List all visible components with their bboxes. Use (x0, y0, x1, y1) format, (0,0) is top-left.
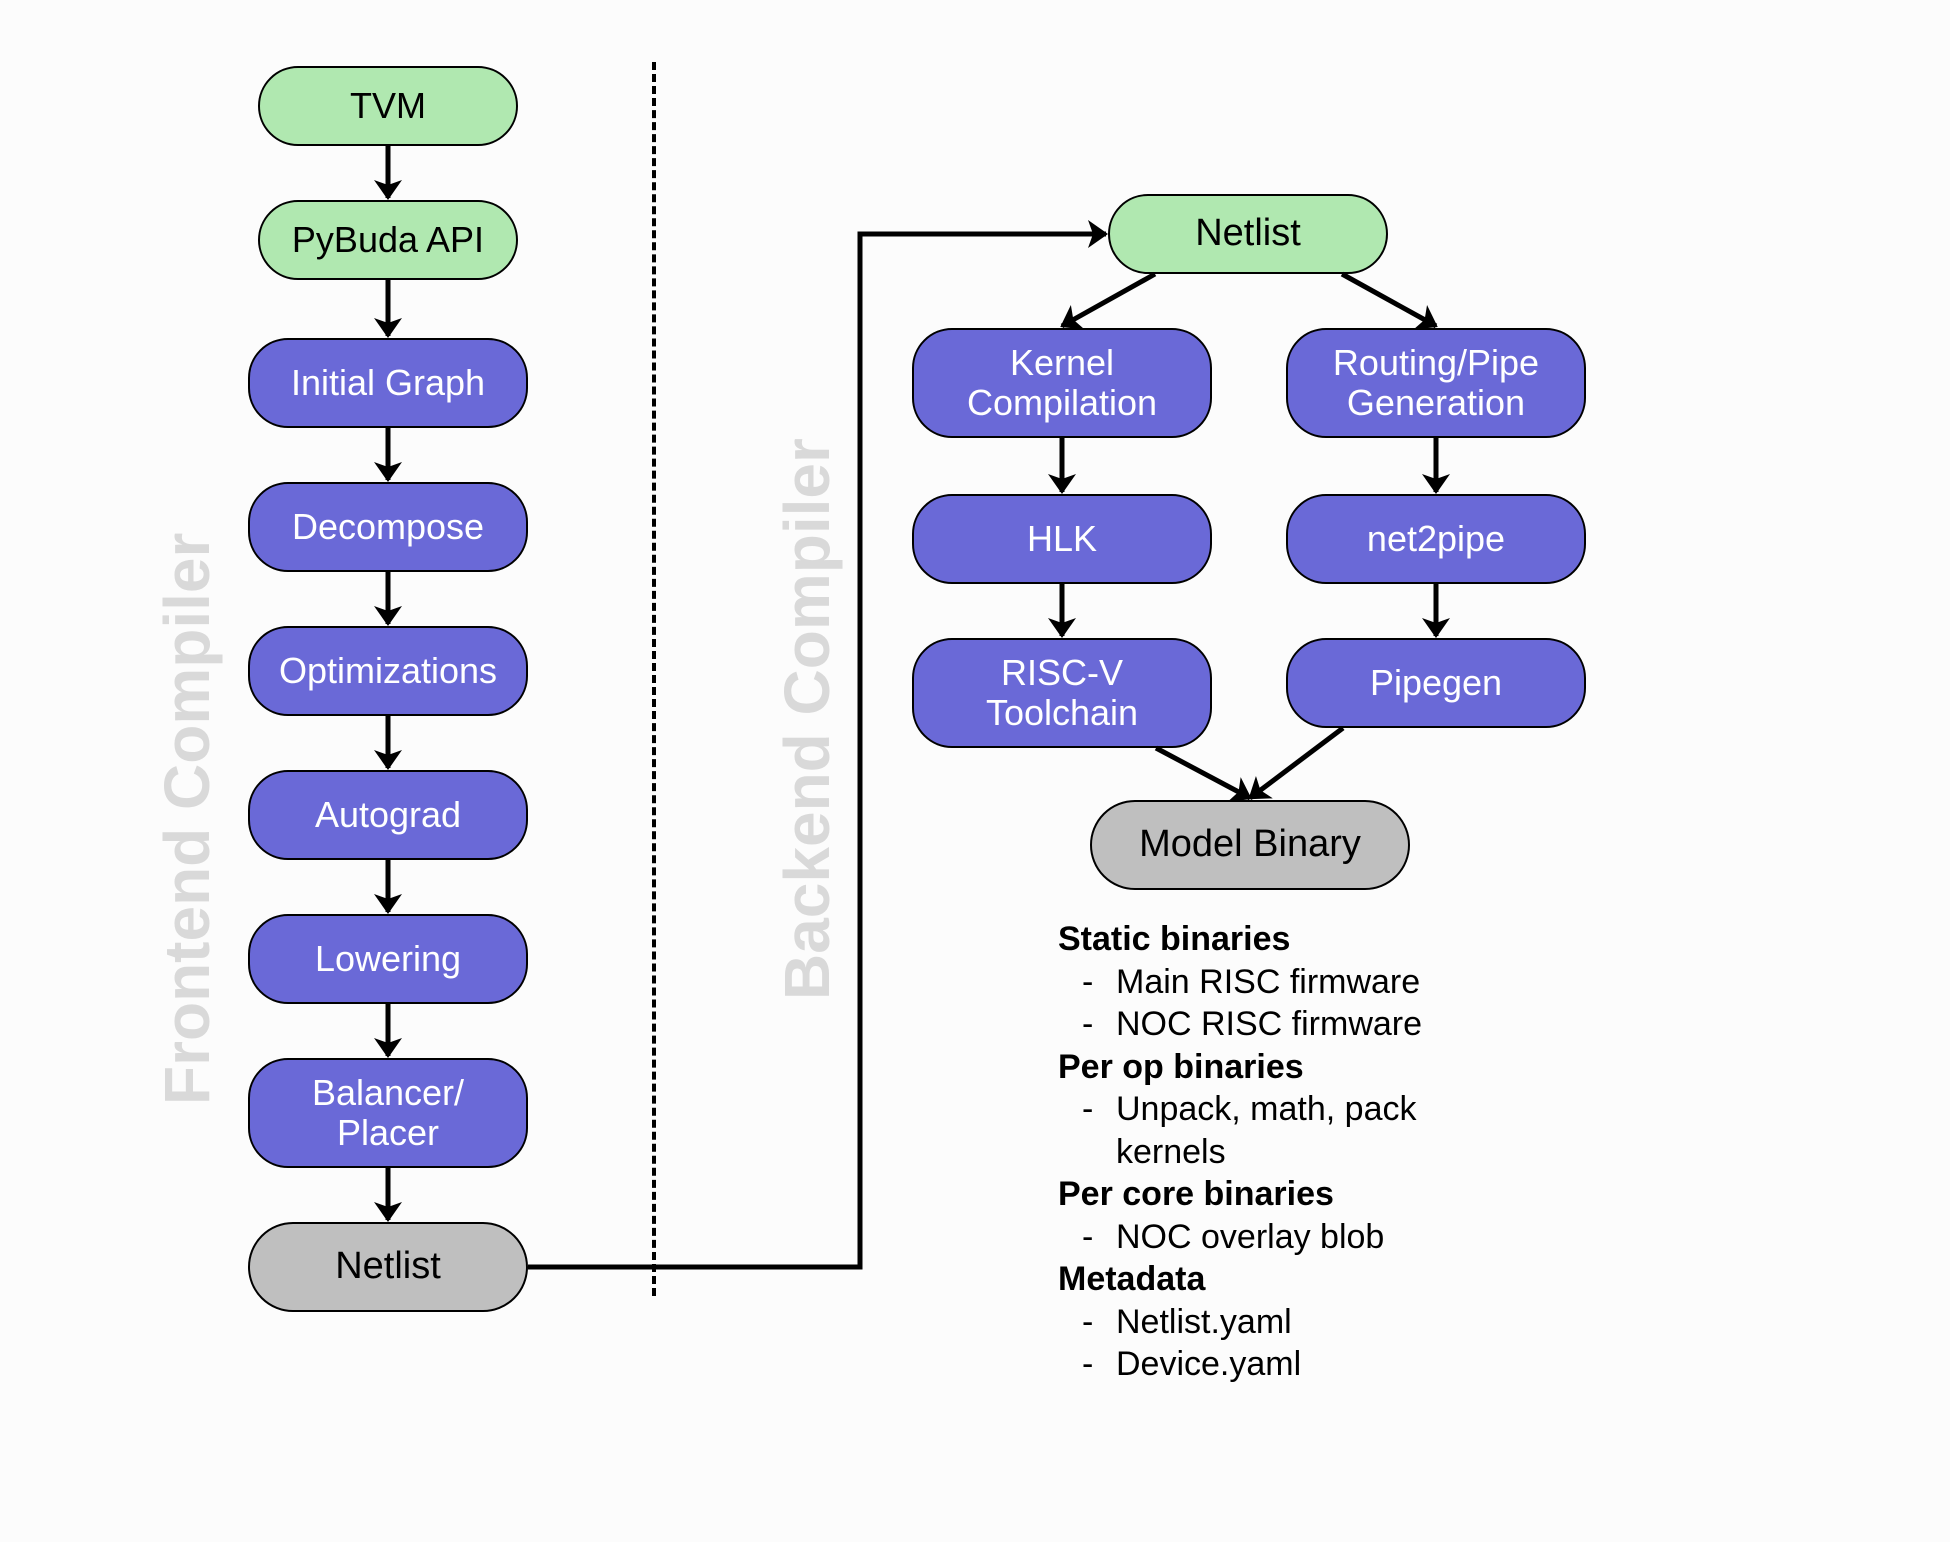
desc-line: Unpack, math, pack (1058, 1088, 1422, 1131)
node-label: Netlist (335, 1246, 441, 1288)
desc-line: Device.yaml (1058, 1343, 1422, 1386)
node-label: TVM (350, 86, 426, 126)
diagram-canvas: Frontend Compiler Backend Compiler TVM P… (0, 0, 1950, 1542)
node-routing-pipe: Routing/Pipe Generation (1286, 328, 1586, 438)
desc-line: Metadata (1058, 1258, 1422, 1301)
node-label: Lowering (315, 939, 461, 979)
node-decompose: Decompose (248, 482, 528, 572)
node-pipegen: Pipegen (1286, 638, 1586, 728)
desc-line: NOC RISC firmware (1058, 1003, 1422, 1046)
node-net2pipe: net2pipe (1286, 494, 1586, 584)
desc-line: Per core binaries (1058, 1173, 1422, 1216)
node-label: Netlist (1195, 213, 1301, 255)
node-balancer-placer: Balancer/ Placer (248, 1058, 528, 1168)
node-label: Pipegen (1370, 663, 1502, 703)
node-label: Initial Graph (291, 363, 485, 403)
node-label: Kernel Compilation (967, 343, 1157, 422)
node-label: Routing/Pipe Generation (1333, 343, 1539, 422)
node-tvm: TVM (258, 66, 518, 146)
backend-compiler-label: Backend Compiler (770, 438, 844, 1000)
desc-line: kernels (1116, 1131, 1422, 1174)
node-riscv-toolchain: RISC-V Toolchain (912, 638, 1212, 748)
desc-line: NOC overlay blob (1058, 1216, 1422, 1259)
node-optimizations: Optimizations (248, 626, 528, 716)
node-pybuda-api: PyBuda API (258, 200, 518, 280)
desc-line: Netlist.yaml (1058, 1301, 1422, 1344)
desc-line: Per op binaries (1058, 1046, 1422, 1089)
frontend-compiler-label: Frontend Compiler (150, 533, 224, 1105)
node-label: PyBuda API (292, 220, 484, 260)
node-lowering: Lowering (248, 914, 528, 1004)
node-label: Model Binary (1139, 824, 1361, 866)
node-label: Autograd (315, 795, 461, 835)
node-label: net2pipe (1367, 519, 1505, 559)
section-divider (652, 62, 656, 1296)
model-binary-description: Static binariesMain RISC firmwareNOC RIS… (1058, 918, 1422, 1386)
node-initial-graph: Initial Graph (248, 338, 528, 428)
node-netlist-out: Netlist (248, 1222, 528, 1312)
desc-line: Main RISC firmware (1058, 961, 1422, 1004)
desc-line: Static binaries (1058, 918, 1422, 961)
node-hlk: HLK (912, 494, 1212, 584)
node-netlist-in: Netlist (1108, 194, 1388, 274)
node-label: Balancer/ Placer (312, 1073, 464, 1152)
node-label: RISC-V Toolchain (986, 653, 1138, 732)
node-label: Optimizations (279, 651, 497, 691)
node-label: HLK (1027, 519, 1097, 559)
node-label: Decompose (292, 507, 484, 547)
node-kernel-compilation: Kernel Compilation (912, 328, 1212, 438)
node-model-binary: Model Binary (1090, 800, 1410, 890)
node-autograd: Autograd (248, 770, 528, 860)
